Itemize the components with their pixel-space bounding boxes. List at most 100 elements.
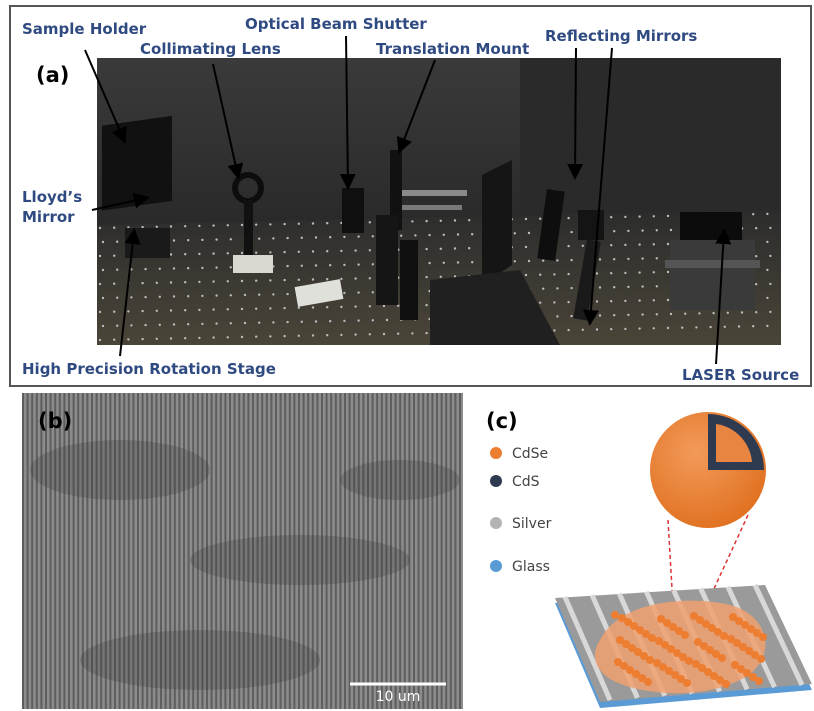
table-hole [201, 295, 203, 297]
table-hole [570, 231, 572, 233]
table-hole [454, 247, 456, 249]
table-hole [372, 263, 374, 265]
table-hole [667, 243, 669, 245]
panel-label: (c) [486, 409, 518, 433]
table-hole [298, 307, 300, 309]
table-hole [354, 333, 356, 335]
table-hole [258, 294, 260, 296]
table-hole [383, 333, 385, 335]
table-hole [610, 300, 612, 302]
table-hole [198, 337, 200, 339]
table-hole [454, 219, 456, 221]
table-hole [102, 241, 104, 243]
table-hole [738, 325, 740, 327]
table-hole [156, 282, 158, 284]
table-hole [286, 321, 288, 323]
table-hole [627, 286, 629, 288]
callout: Optical Beam Shutter [245, 15, 427, 33]
grating-line [36, 393, 38, 709]
table-hole [354, 305, 356, 307]
table-hole [99, 339, 101, 341]
grating-line [40, 393, 42, 709]
table-hole [613, 286, 615, 288]
table-hole [127, 310, 129, 312]
table-hole [624, 216, 626, 218]
grating-line [63, 393, 65, 709]
table-hole [340, 250, 342, 252]
table-hole [212, 280, 214, 282]
table-hole [638, 271, 640, 273]
sem-shade [80, 630, 320, 690]
table-hole [369, 333, 371, 335]
table-hole [653, 215, 655, 217]
table-hole [386, 319, 388, 321]
table-hole [741, 311, 743, 313]
table-hole [567, 273, 569, 275]
table-hole [159, 324, 161, 326]
table-hole [159, 296, 161, 298]
table-hole [241, 252, 243, 254]
table-hole [227, 252, 229, 254]
quantum-dot [653, 659, 661, 667]
rect [680, 212, 742, 242]
table-hole [272, 321, 274, 323]
rect [400, 240, 418, 320]
table-hole [127, 338, 129, 340]
table-hole [99, 255, 101, 257]
table-hole [624, 244, 626, 246]
table-hole [724, 326, 726, 328]
table-hole [567, 301, 569, 303]
table-hole [144, 324, 146, 326]
table-hole [215, 266, 217, 268]
grating-line [22, 393, 24, 709]
table-hole [99, 283, 101, 285]
table-hole [553, 273, 555, 275]
rect [102, 116, 172, 211]
table-hole [414, 234, 416, 236]
table-hole [471, 261, 473, 263]
table-hole [156, 338, 158, 340]
table-hole [553, 301, 555, 303]
table-hole [173, 239, 175, 241]
grating-line [418, 393, 420, 709]
rect [670, 240, 755, 310]
sem-image [22, 393, 463, 709]
table-hole [610, 244, 612, 246]
table-hole [425, 248, 427, 250]
table-hole [357, 319, 359, 321]
table-hole [357, 263, 359, 265]
quantum-dot [727, 635, 735, 643]
table-hole [624, 328, 626, 330]
table-hole [255, 280, 257, 282]
table-hole [215, 322, 217, 324]
table-hole [755, 311, 757, 313]
table-hole [582, 245, 584, 247]
grating-line [50, 393, 52, 709]
table-hole [113, 311, 115, 313]
grating-line [427, 393, 429, 709]
table-hole [528, 260, 530, 262]
legend-label: Glass [512, 559, 550, 575]
table-hole [567, 217, 569, 219]
table-hole [286, 265, 288, 267]
table-hole [599, 258, 601, 260]
table-hole [113, 227, 115, 229]
table-hole [411, 332, 413, 334]
table-hole [141, 338, 143, 340]
table-hole [141, 282, 143, 284]
table-hole [570, 315, 572, 317]
grating-line [445, 393, 447, 709]
table-hole [326, 306, 328, 308]
table-hole [556, 287, 558, 289]
quantum-dot [692, 660, 700, 668]
table-hole [315, 264, 317, 266]
table-hole [343, 264, 345, 266]
table-hole [525, 218, 527, 220]
table-hole [272, 293, 274, 295]
line [575, 48, 576, 176]
table-hole [641, 313, 643, 315]
table-hole [170, 337, 172, 339]
table-hole [130, 324, 132, 326]
table-hole [286, 237, 288, 239]
table-hole [230, 294, 232, 296]
